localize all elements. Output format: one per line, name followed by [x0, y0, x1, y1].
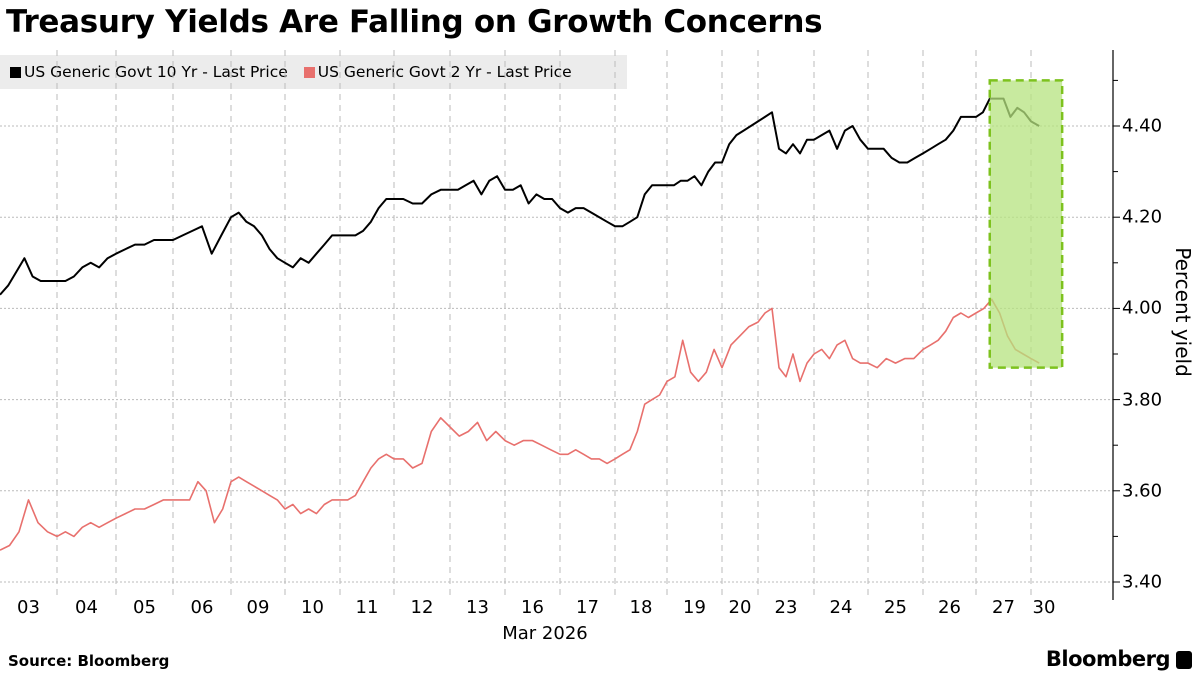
x-tick-label: 10 [301, 597, 324, 618]
y-axis-title: Percent yield [1171, 247, 1195, 377]
x-tick-label: 04 [75, 597, 98, 618]
x-tick-label: 06 [190, 597, 214, 618]
bloomberg-logo: Bloomberg [1045, 647, 1171, 671]
x-tick-label: 30 [1032, 597, 1056, 618]
x-axis-title: Mar 2026 [502, 623, 588, 644]
y-tick-label: 3.40 [1122, 571, 1163, 593]
x-tick-label: 17 [576, 597, 599, 618]
legend-label-10yr: US Generic Govt 10 Yr - Last Price [24, 63, 288, 81]
legend: US Generic Govt 10 Yr - Last Price US Ge… [0, 55, 627, 89]
bloomberg-terminal-icon [1176, 651, 1192, 669]
x-tick-label: 11 [355, 597, 379, 618]
y-tick-label: 4.20 [1122, 206, 1163, 228]
x-tick-label: 09 [246, 597, 270, 618]
x-tick-label: 19 [683, 597, 706, 618]
legend-label-2yr: US Generic Govt 2 Yr - Last Price [317, 63, 572, 81]
legend-item-2yr: US Generic Govt 2 Yr - Last Price [303, 63, 572, 81]
series-line-10yr [0, 97, 1040, 296]
y-tick-label: 4.00 [1122, 297, 1163, 319]
y-tick-label: 3.80 [1122, 389, 1163, 411]
x-tick-label: 26 [938, 597, 961, 618]
x-tick-label: 25 [884, 597, 907, 618]
x-tick-label: 23 [774, 597, 798, 618]
y-tick-label: 3.60 [1122, 480, 1163, 502]
x-tick-label: 18 [629, 597, 653, 618]
x-tick-label: 20 [728, 597, 752, 618]
x-tick-label: 03 [17, 597, 40, 618]
chart-title: Treasury Yields Are Falling on Growth Co… [6, 4, 823, 40]
x-tick-label: 16 [521, 597, 544, 618]
x-tick-label: 05 [133, 597, 156, 618]
legend-item-10yr: US Generic Govt 10 Yr - Last Price [10, 63, 288, 81]
source-note: Source: Bloomberg [8, 652, 170, 670]
highlight-box [988, 79, 1064, 369]
x-tick-label: 27 [992, 597, 1015, 618]
series-line-2yr [0, 298, 1040, 551]
x-tick-label: 24 [829, 597, 853, 618]
x-tick-label: 12 [410, 597, 434, 618]
x-tick-label: 13 [466, 597, 489, 618]
y-tick-label: 4.40 [1122, 115, 1163, 137]
legend-swatch-10yr [10, 66, 21, 78]
legend-swatch-2yr [303, 66, 315, 78]
